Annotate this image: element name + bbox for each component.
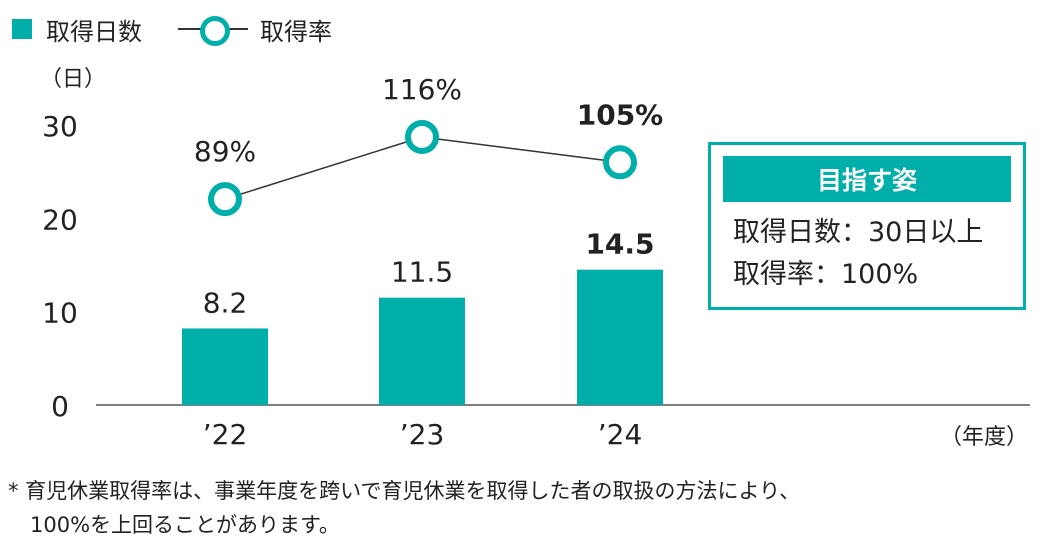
- y-tick-label: 0: [51, 390, 69, 423]
- x-tick-label: ’24: [598, 418, 643, 451]
- rate-point: [603, 145, 637, 180]
- y-tick-label: 20: [42, 203, 78, 236]
- bar: [577, 269, 663, 405]
- legend: 取得日数 取得率: [12, 14, 332, 46]
- footnote: * 育児休業取得率は、事業年度を跨いで育児休業を取得した者の取扱の方法により、 …: [8, 474, 800, 542]
- goal-rate: 取得率：100%: [733, 259, 919, 290]
- line-legend-marker: [178, 14, 248, 46]
- bar: [379, 297, 465, 405]
- goal-box: 目指す姿 取得日数：30日以上 取得率：100%: [708, 142, 1026, 310]
- y-axis-unit: （日）: [40, 67, 106, 92]
- bar-value-label: 14.5: [585, 228, 654, 261]
- y-axis-ticks: 0 10 20 30: [42, 110, 78, 423]
- bar: [182, 328, 268, 405]
- rate-value-label: 116%: [382, 73, 462, 106]
- bars: [182, 269, 663, 405]
- bar-legend-swatch: [12, 19, 32, 39]
- goal-days: 取得日数：30日以上: [733, 217, 984, 248]
- goal-title: 目指す姿: [723, 156, 1011, 202]
- line-legend-label: 取得率: [260, 17, 332, 46]
- footnote-line-1: * 育児休業取得率は、事業年度を跨いで育児休業を取得した者の取扱の方法により、: [8, 479, 801, 503]
- rate-points: [208, 120, 637, 217]
- y-tick-label: 30: [42, 110, 78, 143]
- x-tick-label: ’22: [203, 418, 248, 451]
- bar-value-label: 11.5: [391, 256, 453, 289]
- x-tick-label: ’23: [400, 418, 445, 451]
- x-axis-ticks: ’22 ’23 ’24: [203, 418, 643, 451]
- ring-marker-icon: [200, 16, 230, 46]
- y-tick-label: 10: [42, 297, 78, 330]
- rate-value-labels: 89% 116% 105%: [194, 73, 663, 168]
- bar-value-labels: 8.2 11.5 14.5: [203, 228, 655, 320]
- rate-value-label: 89%: [194, 135, 256, 168]
- bar-value-label: 8.2: [203, 286, 248, 319]
- rate-point: [405, 120, 439, 154]
- rate-point: [208, 182, 242, 217]
- rate-value-label: 105%: [577, 98, 664, 131]
- x-axis-unit: （年度）: [940, 425, 1028, 450]
- bar-legend-label: 取得日数: [46, 17, 142, 46]
- footnote-line-2: 100%を上回ることがあります。: [30, 513, 340, 537]
